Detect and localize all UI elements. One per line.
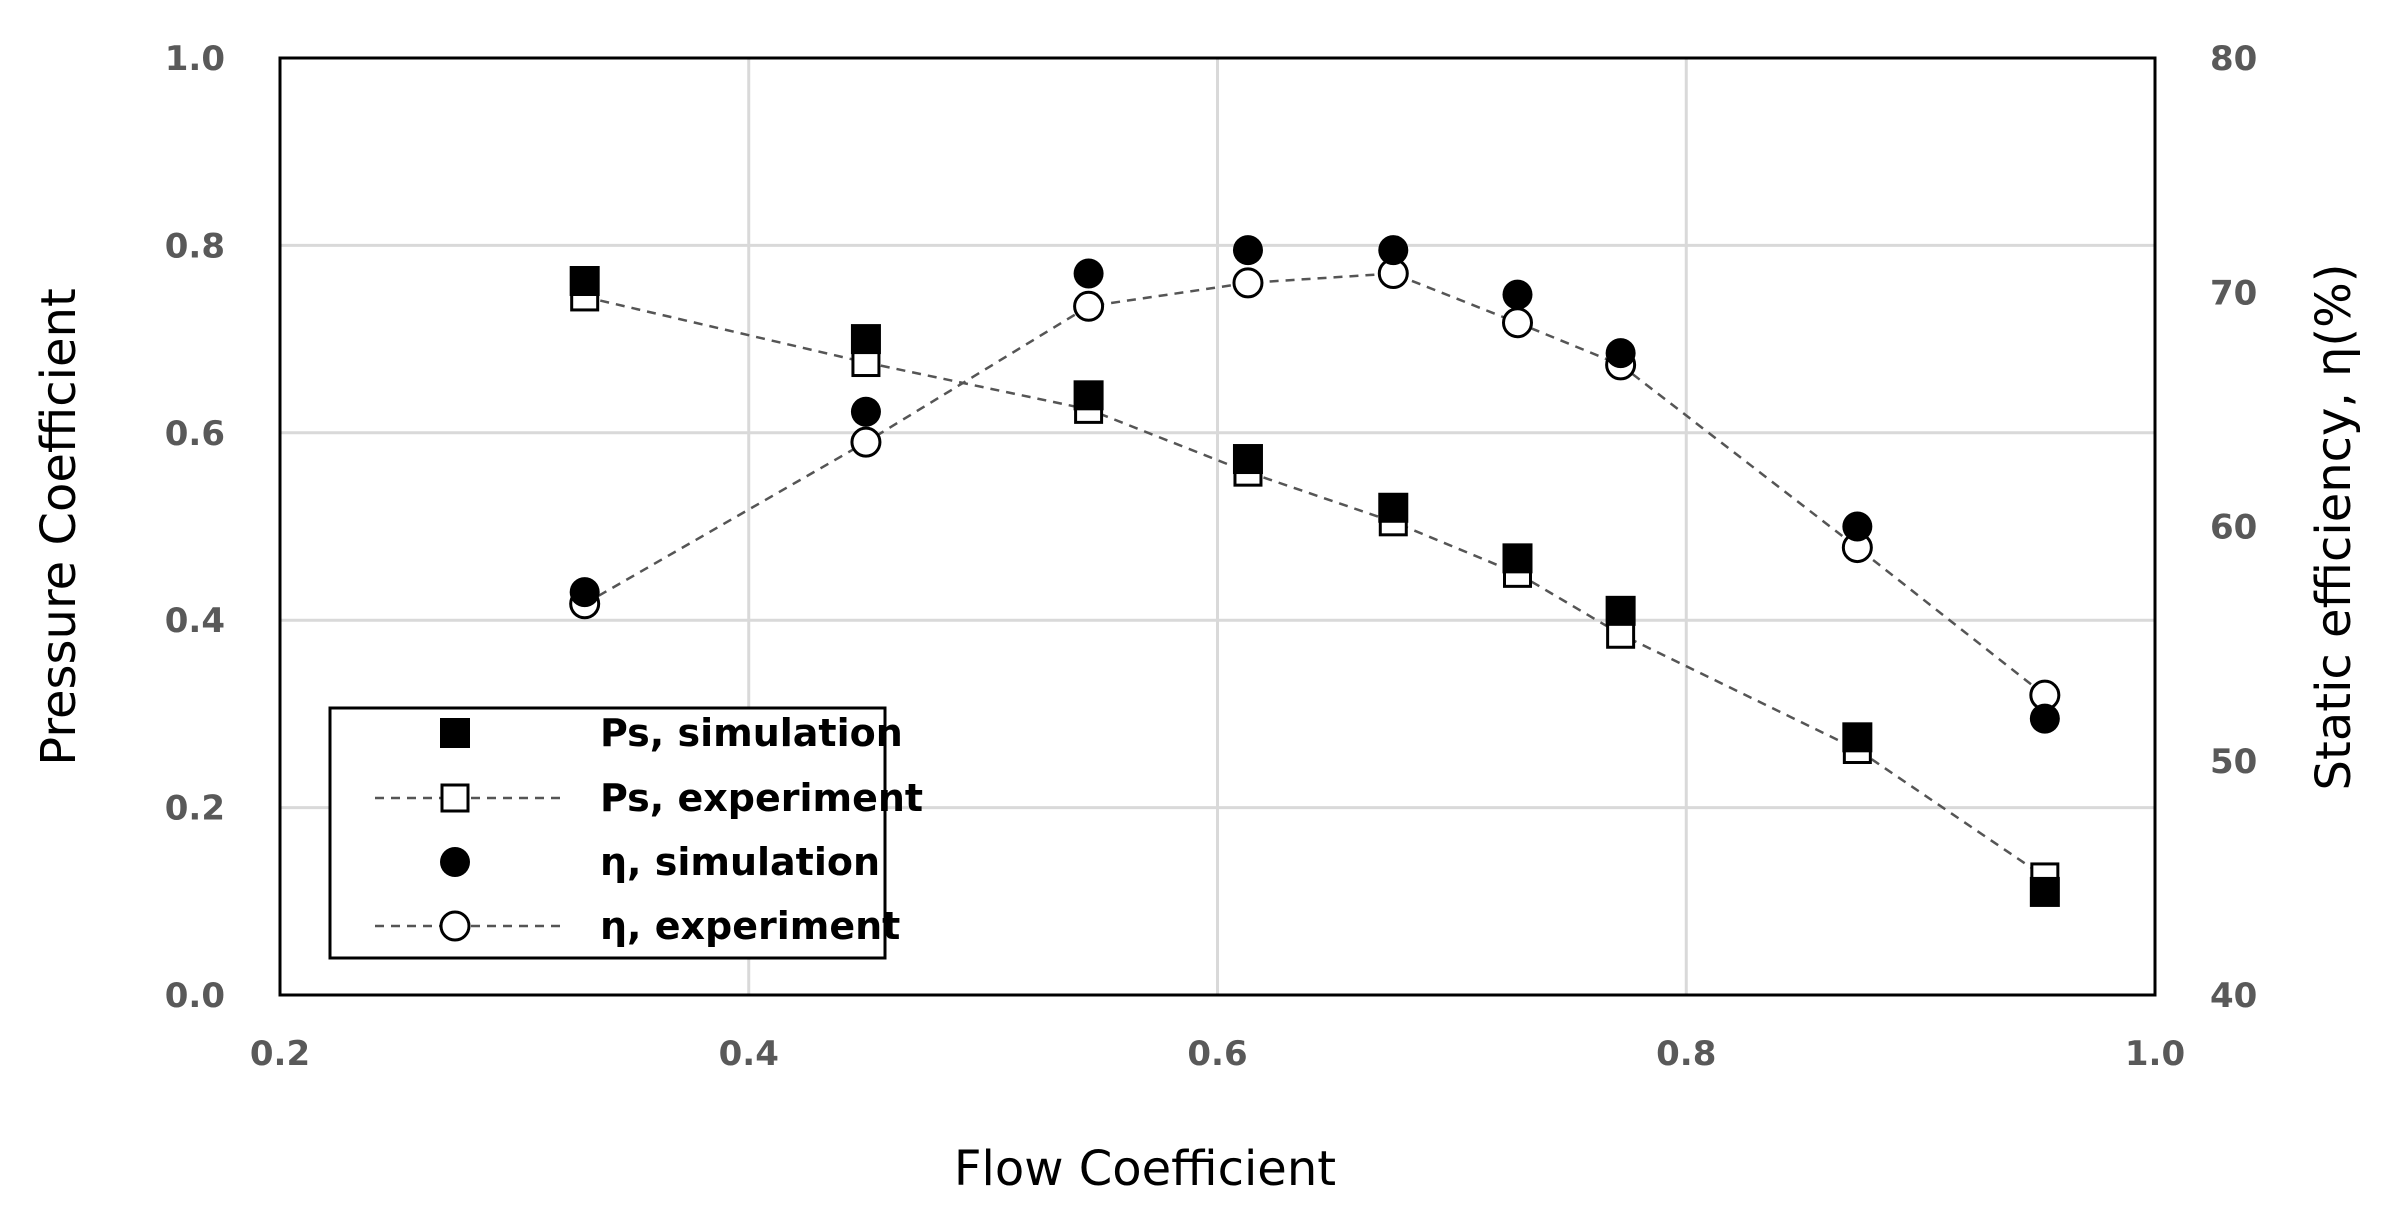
series-3-point-2	[1073, 290, 1105, 322]
legend-marker-2	[440, 847, 470, 877]
series-2-point-8	[2029, 703, 2060, 734]
legend-items: Ps, simulation Ps, experiment η, simulatio…	[375, 711, 923, 948]
y2-tick-label-0: 40	[2210, 976, 2257, 1016]
legend: Ps, simulation Ps, experiment η, simulatio…	[328, 706, 923, 960]
x-tick-label-0: 0.2	[250, 1034, 310, 1074]
series-3-point-5	[1502, 307, 1533, 339]
series-0-point-8	[2029, 876, 2060, 907]
series-2-point-4	[1378, 235, 1409, 266]
series-0-point-0	[569, 266, 600, 297]
series-2-point-5	[1502, 279, 1533, 310]
legend-label-3: η, experiment	[600, 904, 900, 948]
series-line-3	[584, 272, 2046, 697]
x-tick-label-4: 1.0	[2125, 1034, 2185, 1074]
series-2-point-0	[569, 577, 600, 608]
x-axis-title: Flow Coefficient	[954, 1141, 1336, 1197]
series-0-point-6	[1605, 595, 1636, 626]
series-line-1	[584, 295, 2046, 878]
legend-label-0: Ps, simulation	[600, 711, 903, 755]
plot-area-frame	[278, 56, 2157, 997]
y-tick-label-3: 0.6	[165, 414, 225, 454]
series-2-point-2	[1073, 258, 1104, 289]
series-3-point-1	[850, 426, 882, 458]
series-layer	[569, 235, 2061, 907]
series-0-point-3	[1232, 444, 1263, 475]
x-tick-label-1: 0.4	[719, 1034, 779, 1074]
series-0-point-1	[850, 324, 881, 355]
legend-label-1: Ps, experiment	[600, 776, 923, 820]
series-0-point-4	[1378, 492, 1409, 523]
y2-tick-label-1: 50	[2210, 742, 2257, 782]
y-tick-label-5: 1.0	[165, 39, 225, 79]
y2-tick-label-3: 70	[2210, 273, 2257, 313]
legend-label-2: η, simulation	[600, 840, 880, 884]
series-2-markers	[569, 235, 2060, 734]
series-0-point-7	[1842, 722, 1873, 753]
y2-tick-label-2: 60	[2210, 508, 2257, 548]
y2-axis-title: Static efficiency, η(%)	[2306, 264, 2362, 791]
y-tick-label-2: 0.4	[165, 601, 225, 641]
y2-tick-label-4: 80	[2210, 39, 2257, 79]
series-0-point-5	[1502, 543, 1533, 574]
x-tick-label-2: 0.6	[1187, 1034, 1247, 1074]
series-3-point-3	[1232, 267, 1264, 299]
series-0-markers	[569, 266, 2060, 907]
y-axis-title: Pressure Coefficient	[31, 288, 87, 766]
series-2-point-3	[1232, 235, 1263, 266]
series-2-point-6	[1605, 338, 1636, 369]
series-0-point-2	[1073, 380, 1104, 411]
series-2-point-7	[1842, 511, 1873, 542]
y-tick-label-1: 0.2	[165, 789, 225, 829]
tick-labels: 0.2 0.4 0.6 0.8 1.0 0.0 0.2 0.4 0.6 0.8 1.0 40 50 60 7…	[165, 39, 2258, 1074]
x-tick-label-3: 0.8	[1656, 1034, 1716, 1074]
legend-marker-3	[439, 910, 471, 942]
y-tick-label-4: 0.8	[165, 226, 225, 266]
legend-marker-1	[440, 783, 470, 813]
series-2-point-1	[850, 396, 881, 427]
legend-marker-0	[440, 718, 470, 748]
legend-box	[328, 706, 887, 960]
y-tick-label-0: 0.0	[165, 976, 225, 1016]
